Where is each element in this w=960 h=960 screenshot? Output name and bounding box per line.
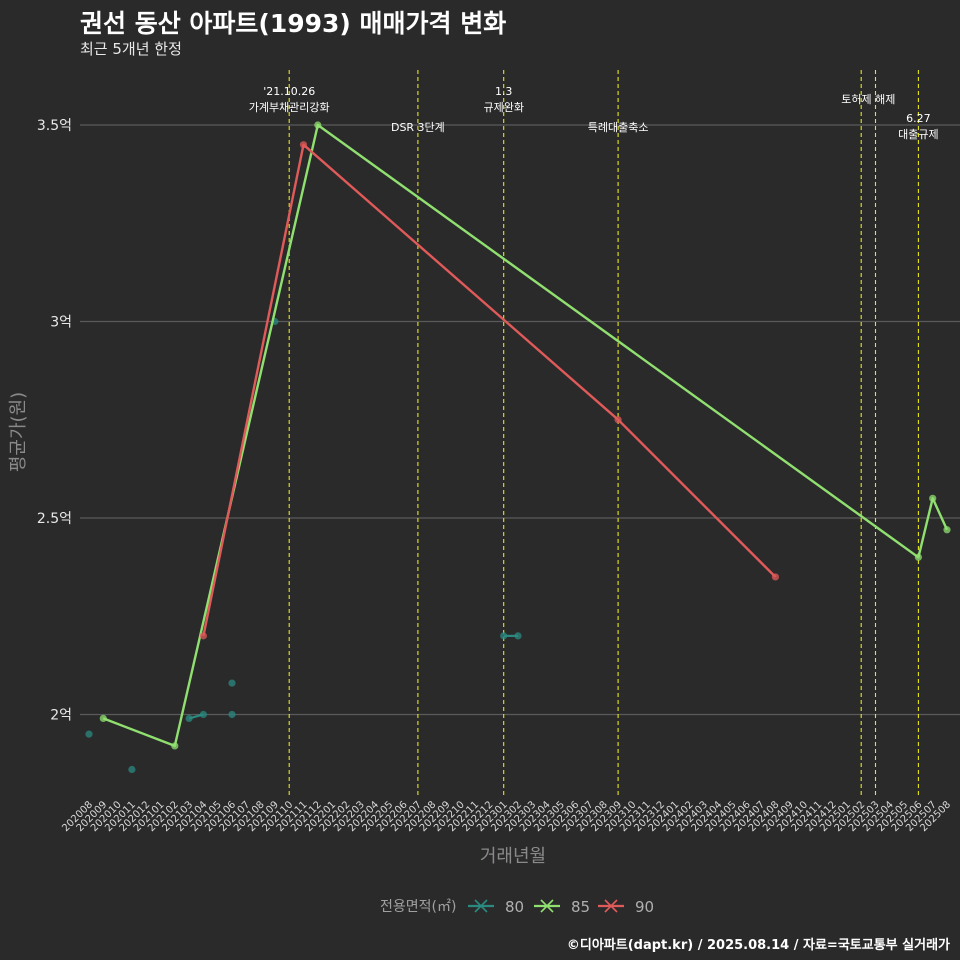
- chart-subtitle: 최근 5개년 한정: [80, 40, 182, 58]
- data-point: [228, 679, 236, 687]
- event-label: 특례대출축소: [588, 121, 649, 134]
- legend-label: 90: [635, 898, 654, 916]
- series-line: [102, 123, 949, 748]
- event-label: 6.27: [906, 112, 931, 125]
- event-label: 대출규제: [898, 128, 938, 141]
- chart-title: 권선 동산 아파트(1993) 매매가격 변화: [80, 9, 507, 38]
- data-point: [929, 494, 937, 502]
- data-point: [228, 710, 236, 719]
- event-label: 토허제 해제: [841, 92, 895, 106]
- data-point: [185, 714, 193, 723]
- event-label: 1.3: [495, 85, 513, 98]
- event-label: 규제완화: [483, 101, 523, 114]
- legend-item-80: 80: [468, 898, 524, 916]
- data-point: [943, 526, 951, 534]
- legend-label: 85: [571, 898, 590, 916]
- data-point: [299, 141, 308, 149]
- data-point: [500, 632, 508, 640]
- legend-item-85: 85: [534, 898, 590, 916]
- data-point: [199, 710, 207, 719]
- series-90: [199, 141, 780, 640]
- data-point: [199, 632, 207, 640]
- y-tick-label: 2억: [50, 707, 72, 723]
- y-tick-label: 3억: [50, 315, 72, 331]
- data-point: [771, 573, 780, 581]
- event-label: 가계부채관리강화: [249, 101, 330, 114]
- data-point: [314, 121, 322, 129]
- data-point: [99, 714, 107, 723]
- x-axis-title: 거래년월: [480, 846, 546, 867]
- legend-key-mark: [540, 899, 554, 913]
- legend-key-mark: [474, 899, 488, 913]
- data-point: [614, 416, 622, 424]
- series-line: [202, 143, 777, 637]
- data-point: [514, 632, 522, 640]
- series-85: [99, 121, 951, 750]
- legend-key-mark: [604, 899, 618, 913]
- event-label: DSR 3단계: [391, 121, 445, 134]
- legend-title: 전용면적(㎡): [380, 899, 456, 915]
- legend-label: 80: [505, 898, 524, 916]
- y-tick-label: 2.5억: [37, 511, 72, 527]
- y-axis-title: 평균가(원): [8, 392, 29, 472]
- series-80: [85, 317, 522, 774]
- legend-item-90: 90: [598, 898, 654, 916]
- source-caption: ©디아파트(dapt.kr) / 2025.08.14 / 자료=국토교통부 실…: [566, 938, 950, 953]
- data-point: [171, 742, 179, 750]
- data-point: [85, 730, 93, 738]
- data-point: [914, 553, 923, 561]
- data-point: [128, 765, 136, 774]
- event-label: '21.10.26: [263, 85, 315, 98]
- y-tick-label: 3.5억: [37, 118, 72, 134]
